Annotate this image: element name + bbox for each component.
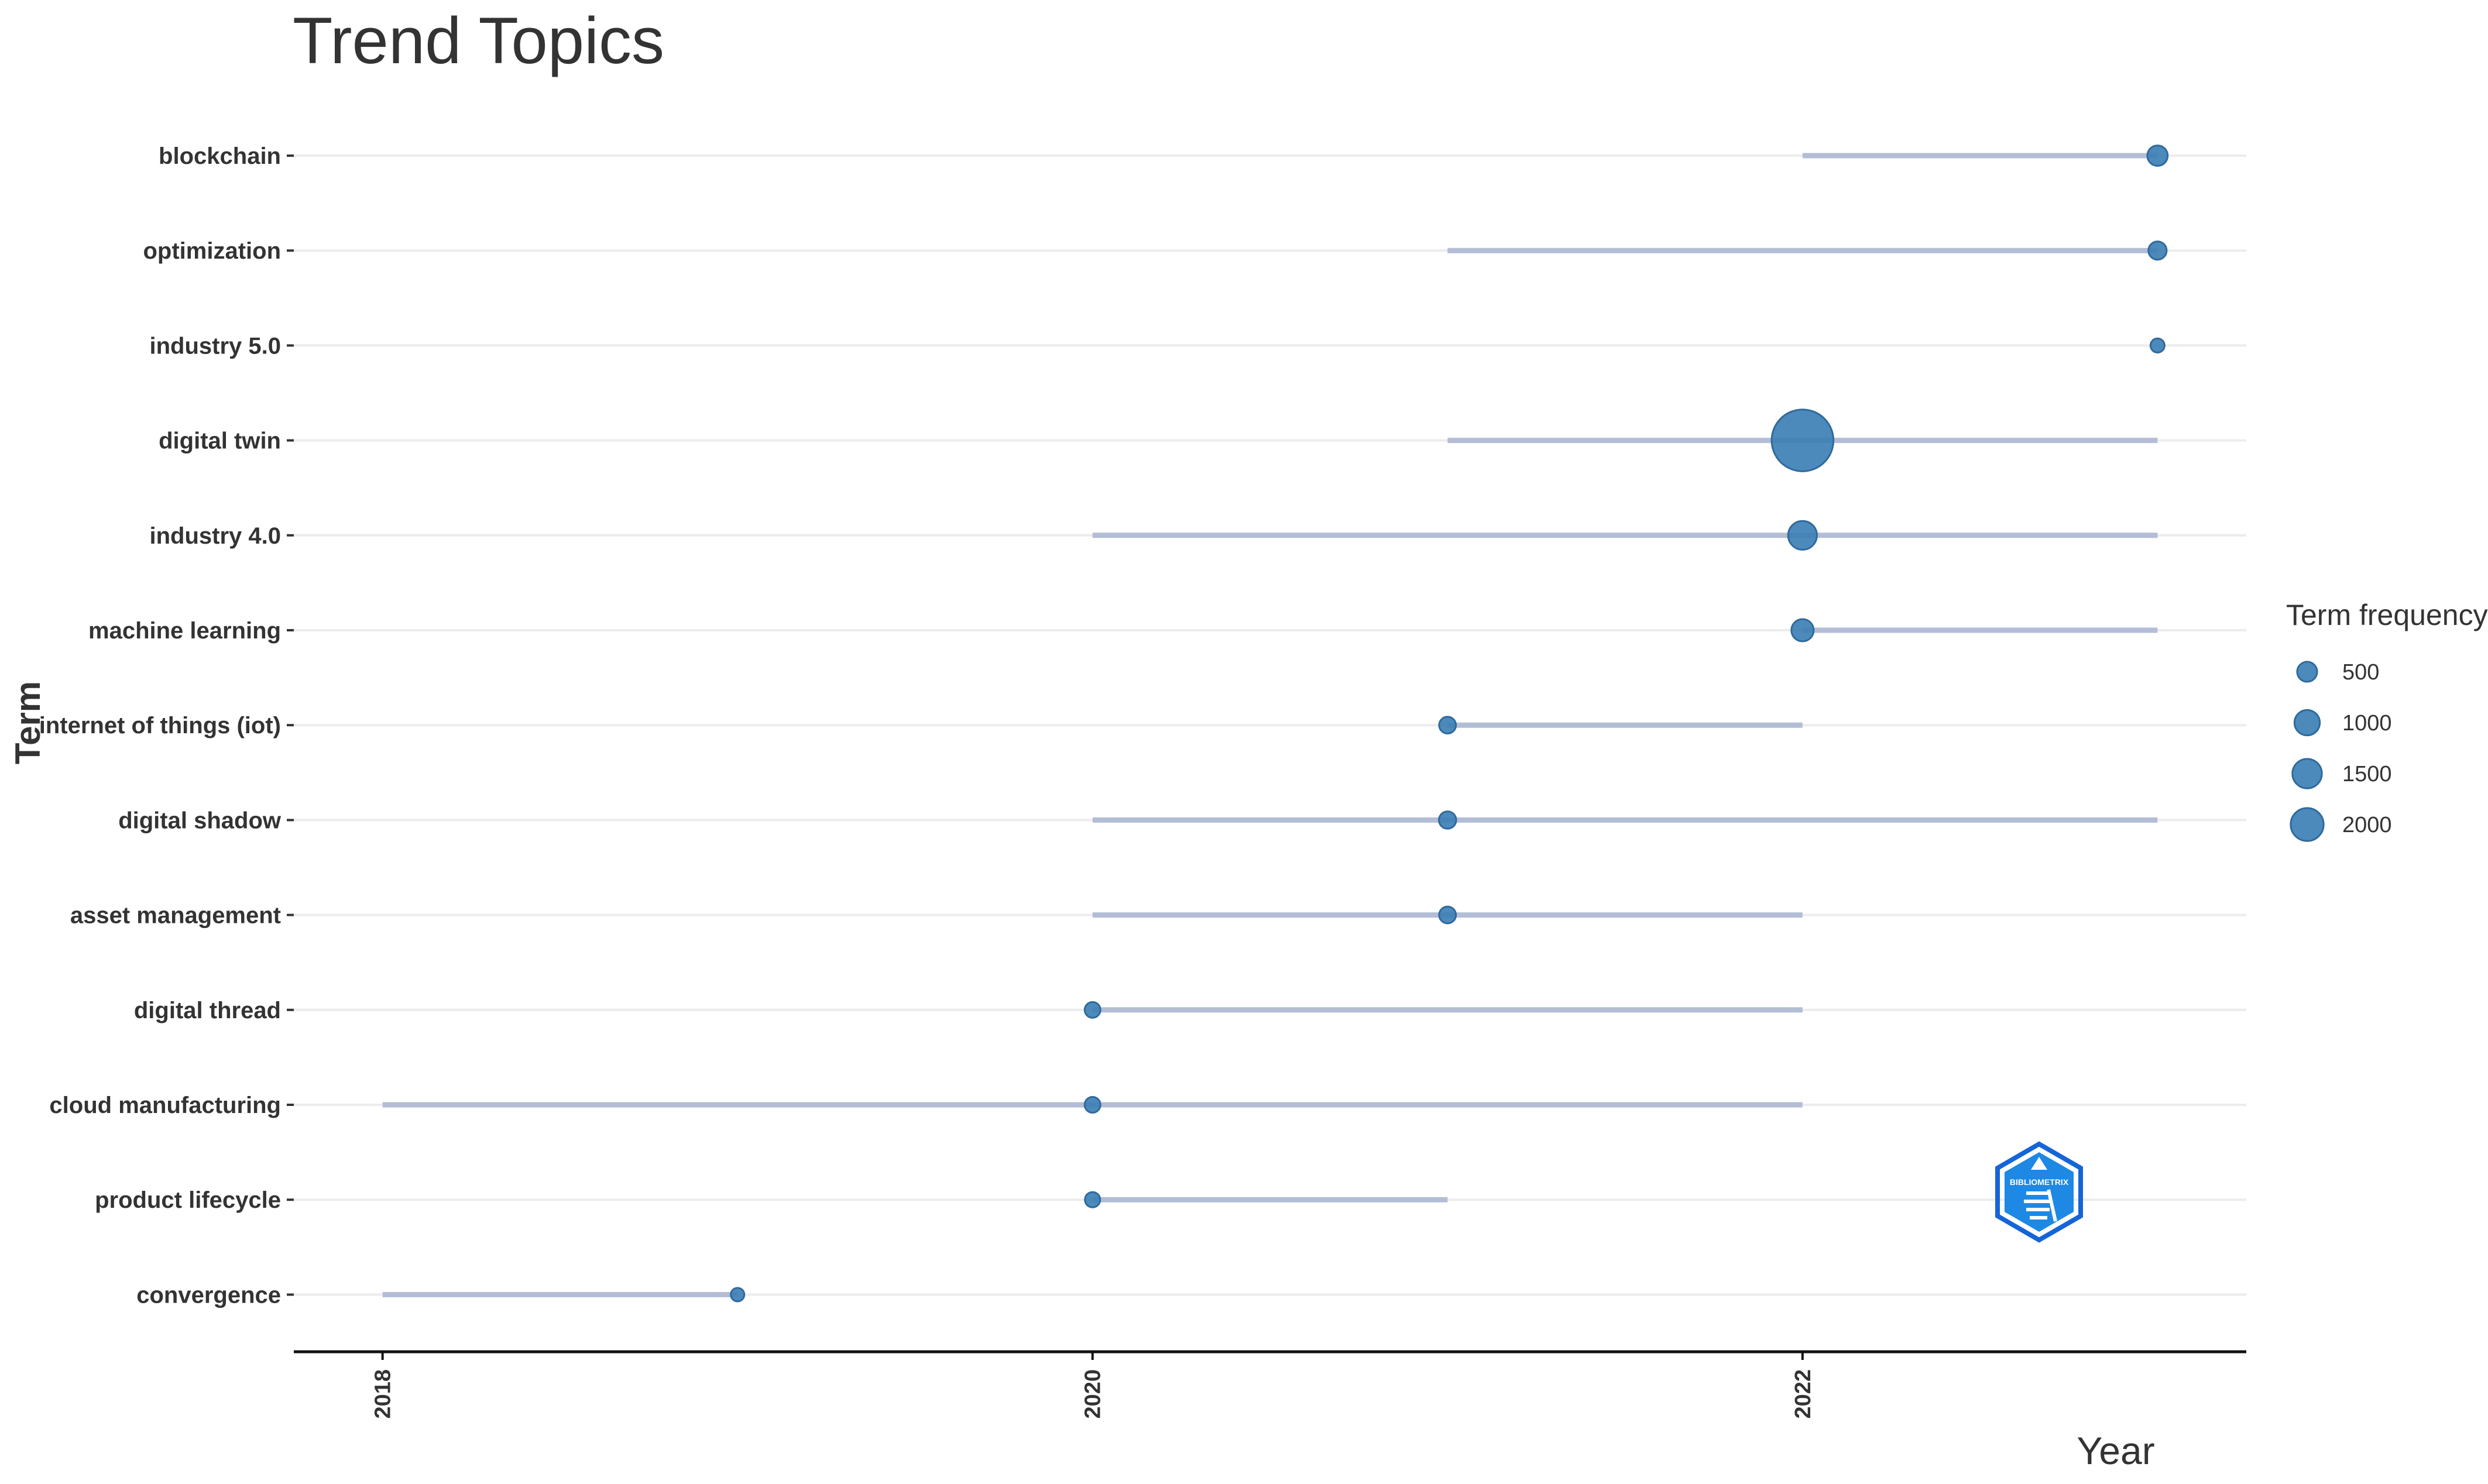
y-axis-title: Term	[8, 681, 47, 764]
x-axis: 2018 2020 2022	[294, 1350, 2246, 1419]
x-tick-label: 2020	[1081, 1369, 1106, 1419]
logo-stroke-icon	[2047, 1189, 2057, 1222]
legend-label: 500	[2342, 660, 2379, 685]
median-year-point	[730, 1287, 746, 1303]
median-year-point	[2149, 337, 2166, 353]
legend-key	[2296, 661, 2318, 683]
legend-title: Term frequency	[2286, 599, 2488, 631]
term-labels: blockchain optimization industry 5.0 digita…	[39, 143, 294, 1308]
median-year-point	[1083, 1001, 1101, 1019]
logo-lines-icon	[2024, 1191, 2050, 1220]
logo-arrow-icon	[2031, 1157, 2047, 1170]
x-axis-title: Year	[2077, 1429, 2154, 1472]
x-tick-label: 2018	[371, 1369, 396, 1419]
grid-lines	[294, 154, 2246, 1296]
median-year-point	[1083, 1096, 1101, 1114]
median-year-point	[1787, 520, 1818, 551]
term-label: product lifecycle	[95, 1187, 281, 1213]
median-year-point	[1790, 618, 1815, 643]
term-label: digital twin	[159, 428, 281, 454]
bibliometrix-logo: BIBLIOMETRIX	[1995, 1141, 2083, 1243]
term-label: asset management	[70, 903, 281, 929]
term-label: convergence	[136, 1282, 281, 1308]
term-label: digital thread	[134, 998, 281, 1023]
term-label: industry 5.0	[149, 333, 281, 359]
median-year-point	[1770, 408, 1835, 472]
median-year-points	[730, 145, 2169, 1303]
logo-text: BIBLIOMETRIX	[2010, 1177, 2069, 1187]
median-year-point	[2147, 241, 2168, 261]
year-range-segments	[382, 153, 2158, 1297]
legend: Term frequency 500 1000 1500 2000	[2286, 599, 2488, 842]
term-label: cloud manufacturing	[49, 1093, 281, 1118]
legend-label: 2000	[2342, 813, 2392, 837]
legend-label: 1000	[2342, 711, 2392, 736]
legend-key	[2291, 758, 2323, 789]
term-label: digital shadow	[118, 808, 282, 833]
median-year-point	[1084, 1191, 1101, 1208]
term-label: machine learning	[88, 618, 281, 644]
legend-key	[2290, 807, 2325, 842]
legend-label: 1500	[2342, 762, 2392, 786]
legend-key	[2293, 709, 2321, 737]
median-year-point	[1438, 810, 1457, 830]
x-tick-label: 2022	[1791, 1369, 1816, 1419]
term-label: industry 4.0	[149, 523, 281, 549]
logo-hexagon-outline	[1995, 1141, 2083, 1243]
term-label: internet of things (iot)	[39, 713, 281, 738]
median-year-point	[1438, 716, 1457, 735]
median-year-point	[2146, 145, 2169, 167]
term-label: blockchain	[159, 143, 281, 169]
median-year-point	[1438, 905, 1457, 925]
chart-title: Trend Topics	[293, 4, 664, 77]
term-label: optimization	[143, 238, 281, 264]
